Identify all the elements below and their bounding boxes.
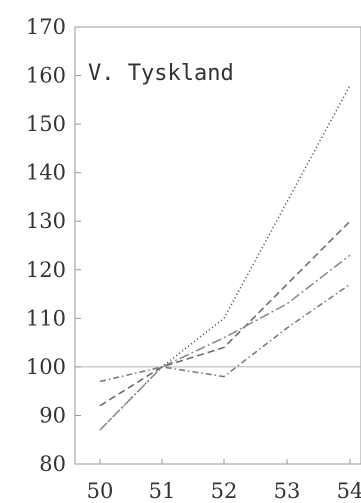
y-tick-label: 120 [26, 258, 66, 282]
chart-title: V. Tyskland [88, 61, 234, 86]
series-line-2 [99, 220, 351, 407]
y-tick-label: 100 [26, 355, 66, 379]
y-tick-label: 140 [26, 161, 66, 185]
y-tick-label: 80 [39, 452, 66, 476]
x-axis: 50 51 52 53 54 [87, 459, 361, 503]
y-tick-label: 90 [39, 403, 66, 427]
x-tick-label: 50 [87, 479, 114, 503]
y-tick-label: 110 [26, 306, 66, 330]
y-tick-label: 170 [26, 15, 66, 39]
series-group [99, 84, 351, 431]
x-tick-label: 54 [337, 479, 361, 503]
series-line-3 [99, 254, 351, 431]
y-tick-label: 150 [26, 112, 66, 136]
y-tick-label: 130 [26, 209, 66, 233]
x-tick-label: 51 [149, 479, 176, 503]
y-tick-label: 160 [26, 64, 66, 88]
y-axis: 80 90 100 110 120 130 140 150 160 170 [26, 15, 81, 476]
series-line-4 [99, 283, 351, 383]
x-tick-label: 53 [274, 479, 301, 503]
x-tick-label: 52 [211, 479, 238, 503]
series-line-1 [99, 84, 351, 431]
plot-frame [74, 26, 361, 465]
